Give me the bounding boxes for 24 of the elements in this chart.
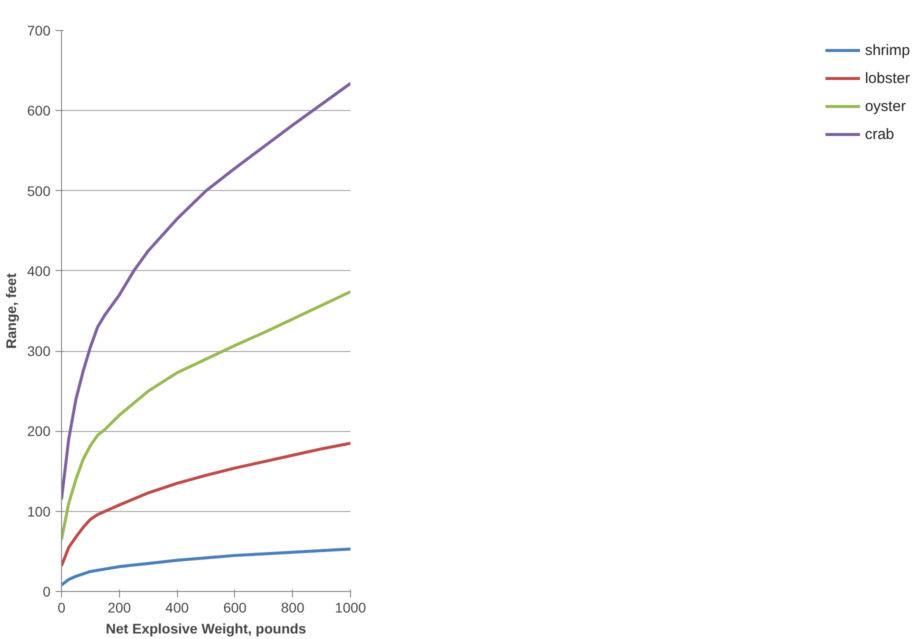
y-tick-label: 200 <box>27 423 51 440</box>
legend-label: oyster <box>864 98 906 114</box>
x-tick-label: 600 <box>223 600 247 616</box>
legend-label: shrimp <box>864 42 910 58</box>
line-series <box>62 442 350 568</box>
y-tick-label: 300 <box>27 343 51 360</box>
line-series <box>62 82 350 501</box>
y-tick-label: 500 <box>27 182 51 199</box>
x-tick-label: 1000 <box>334 600 366 616</box>
y-tick-label: 100 <box>27 503 51 520</box>
legend-label: crab <box>864 126 894 142</box>
x-tick-label: 400 <box>165 600 189 616</box>
y-axis-title: Range, feet <box>3 272 20 349</box>
line-series <box>62 290 350 541</box>
y-tick-label: 0 <box>42 584 51 600</box>
y-tick-label: 600 <box>27 102 51 119</box>
x-tick-label: 800 <box>281 600 305 616</box>
x-tick-label: 200 <box>108 600 132 616</box>
y-tick-label: 400 <box>27 262 51 279</box>
y-tick-label: 700 <box>27 22 51 38</box>
x-tick-label: 0 <box>58 600 66 616</box>
x-axis-title: Net Explosive Weight, pounds <box>106 620 306 636</box>
legend-label: lobster <box>864 70 910 86</box>
line-series <box>62 548 350 587</box>
